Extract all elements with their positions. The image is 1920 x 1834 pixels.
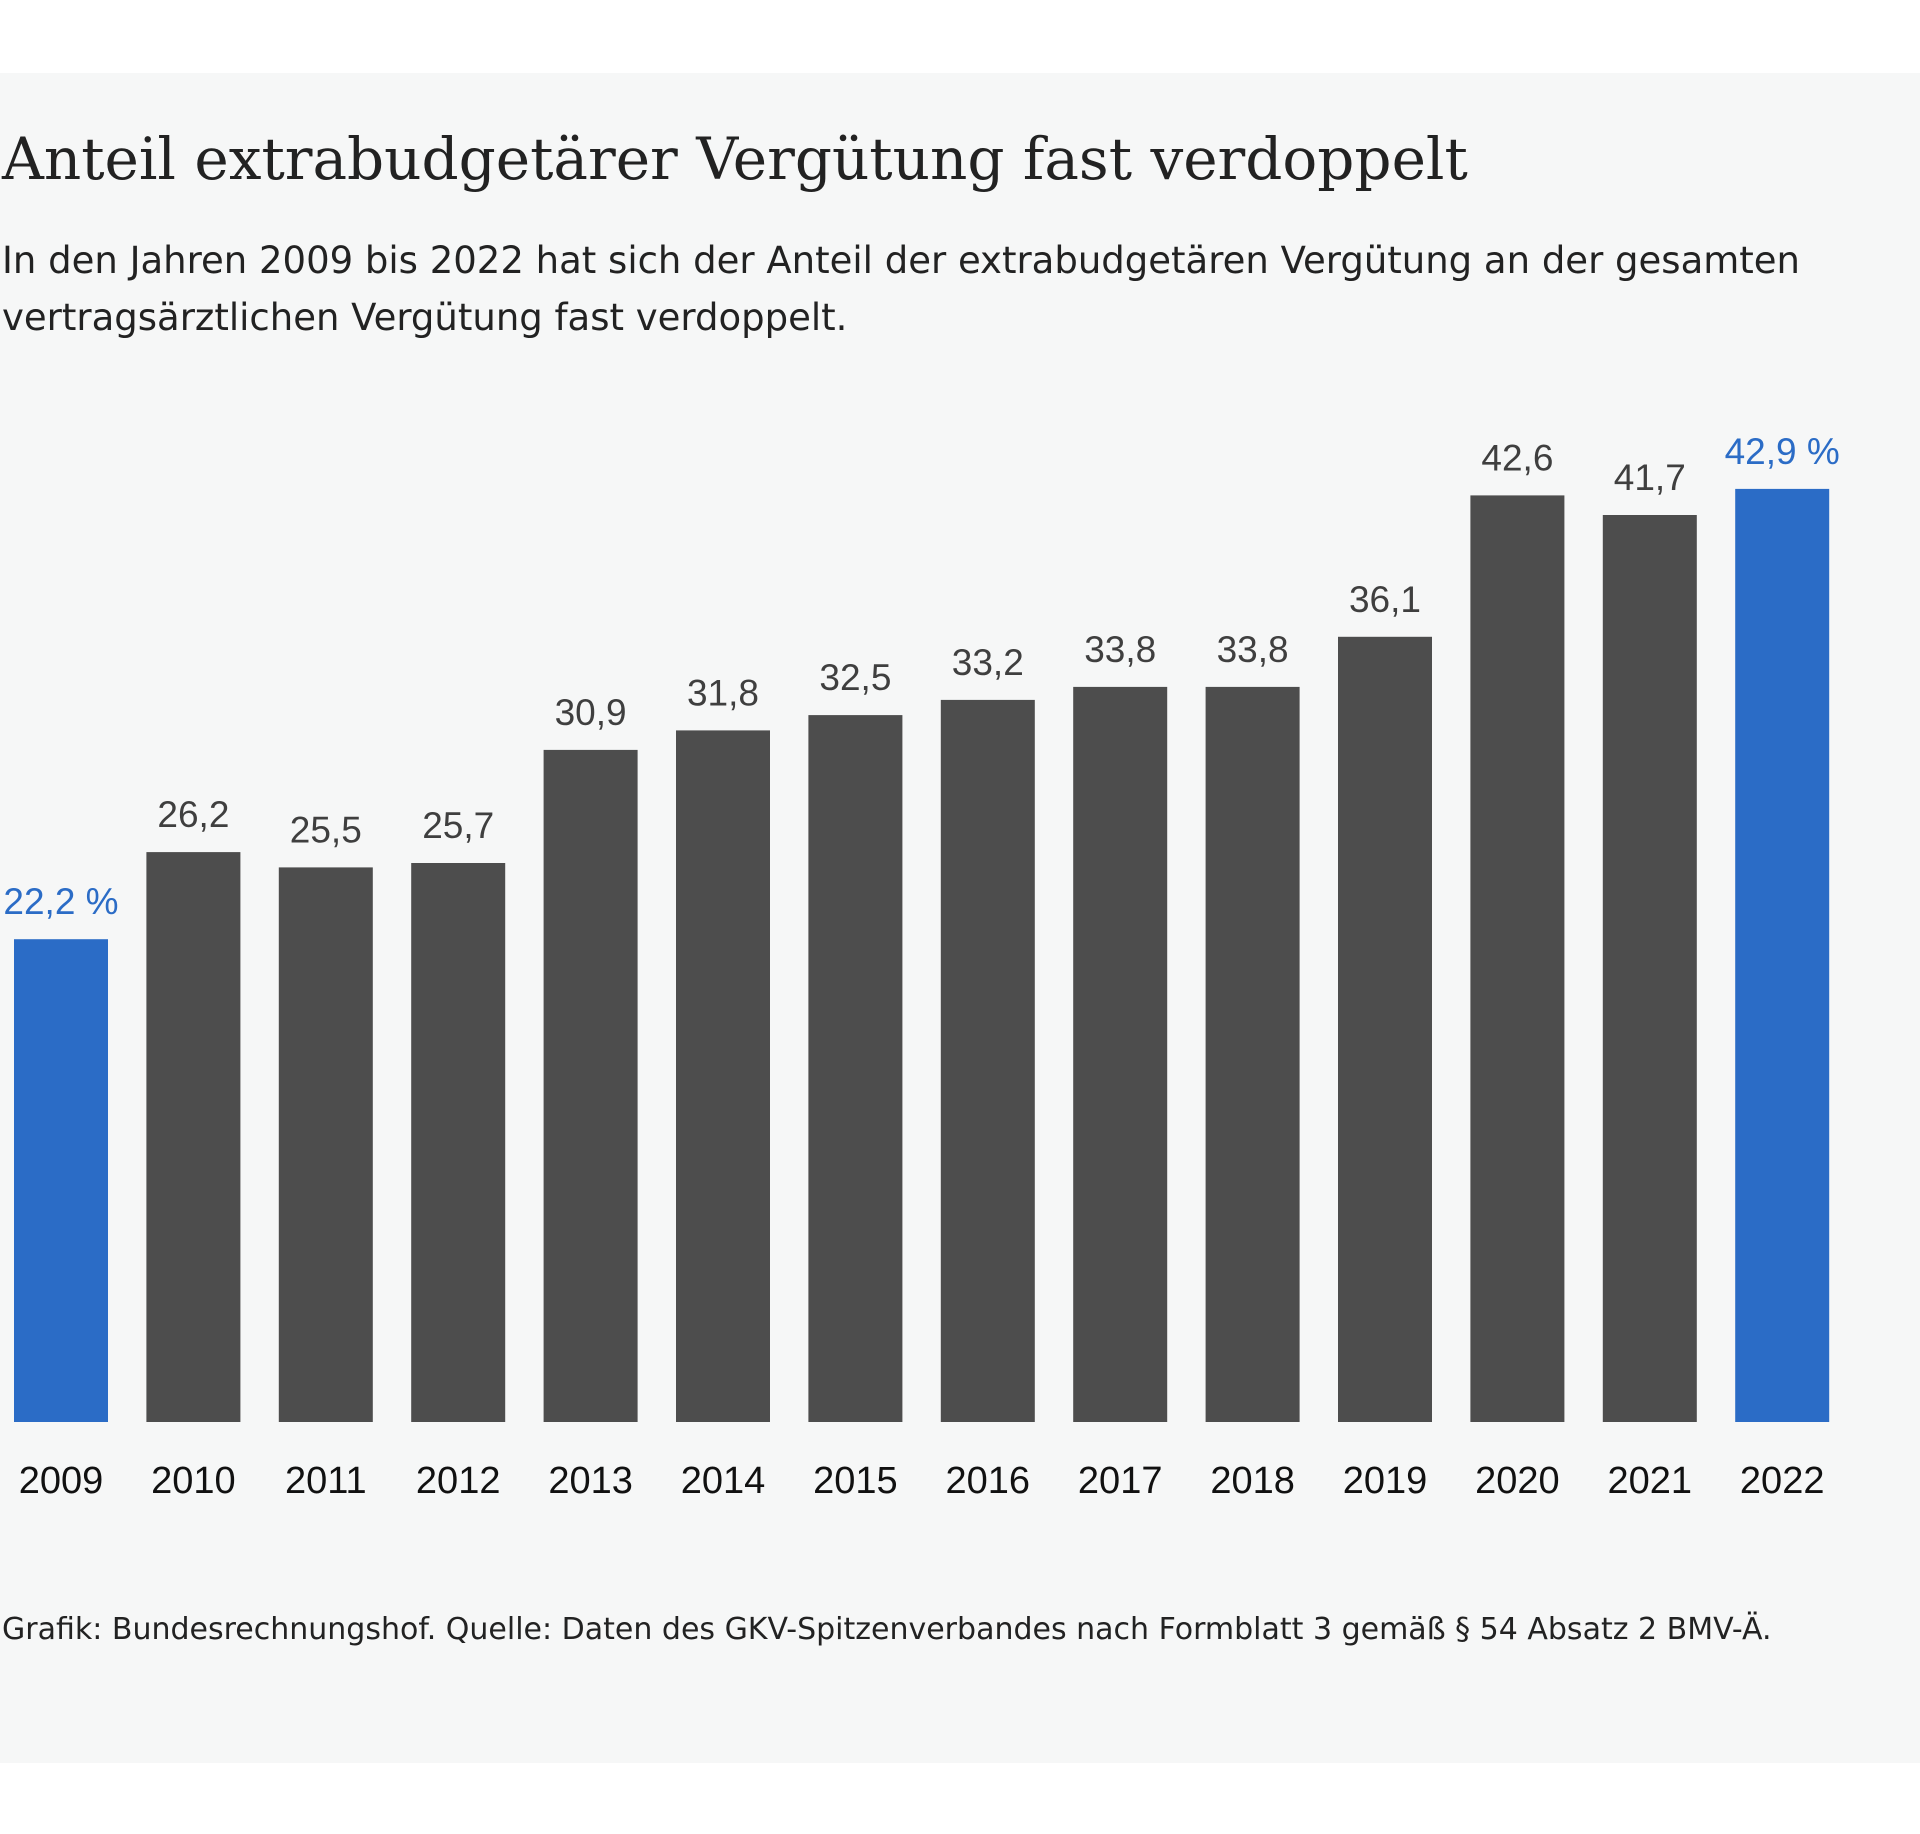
bar-2020 [1470, 495, 1565, 1422]
value-label-2012: 25,7 [422, 805, 494, 846]
x-tick-label-2012: 2012 [416, 1460, 501, 1502]
bar-2019 [1338, 636, 1432, 1422]
bar-2010 [146, 852, 241, 1422]
bar-2014 [676, 730, 770, 1422]
bar-2022 [1735, 488, 1830, 1422]
value-label-2016: 33,2 [952, 642, 1024, 683]
value-label-2009: 22,2 % [3, 881, 118, 922]
value-label-2020: 42,6 [1481, 437, 1553, 478]
x-tick-label-2010: 2010 [151, 1460, 236, 1502]
x-tick-label-2022: 2022 [1740, 1460, 1825, 1502]
bar-2017 [1073, 686, 1168, 1422]
value-label-2022: 42,9 % [1725, 431, 1840, 472]
value-label-2019: 36,1 [1349, 579, 1421, 620]
bar-2021 [1602, 515, 1697, 1422]
bar-2011 [278, 867, 373, 1422]
x-tick-label-2018: 2018 [1210, 1460, 1295, 1502]
chart-title: Anteil extrabudgetärer Vergütung fast ve… [2, 125, 1468, 193]
bar-2018 [1205, 686, 1300, 1422]
value-label-2011: 25,5 [290, 809, 362, 850]
value-label-2014: 31,8 [687, 672, 759, 713]
bar-2015 [808, 715, 903, 1422]
x-tick-label-2015: 2015 [813, 1460, 898, 1502]
value-label-2021: 41,7 [1614, 457, 1686, 498]
x-tick-label-2021: 2021 [1608, 1460, 1693, 1502]
value-label-2015: 32,5 [819, 657, 891, 698]
bar-2012 [411, 863, 506, 1422]
value-label-2013: 30,9 [555, 692, 627, 733]
x-tick-label-2011: 2011 [285, 1460, 367, 1502]
bar-2013 [543, 749, 638, 1422]
value-label-2017: 33,8 [1084, 629, 1156, 670]
bar-2009 [14, 939, 108, 1422]
x-tick-label-2009: 2009 [19, 1460, 104, 1502]
x-tick-label-2017: 2017 [1078, 1460, 1163, 1502]
x-tick-label-2016: 2016 [946, 1460, 1031, 1502]
source-note: Grafik: Bundesrechnungshof. Quelle: Date… [2, 1612, 1772, 1647]
value-label-2018: 33,8 [1217, 629, 1289, 670]
bar-2016 [940, 699, 1035, 1422]
x-tick-label-2019: 2019 [1343, 1460, 1428, 1502]
x-tick-label-2014: 2014 [681, 1460, 766, 1502]
x-tick-label-2013: 2013 [548, 1460, 633, 1502]
x-tick-label-2020: 2020 [1475, 1460, 1560, 1502]
bar-chart: 22,2 % 2009 26,2 2010 25,5 2011 25,7 2012 30,9 20… [3, 431, 1840, 1502]
value-label-2010: 26,2 [157, 794, 229, 835]
chart-subtitle: In den Jahren 2009 bis 2022 hat sich der… [2, 239, 1801, 339]
